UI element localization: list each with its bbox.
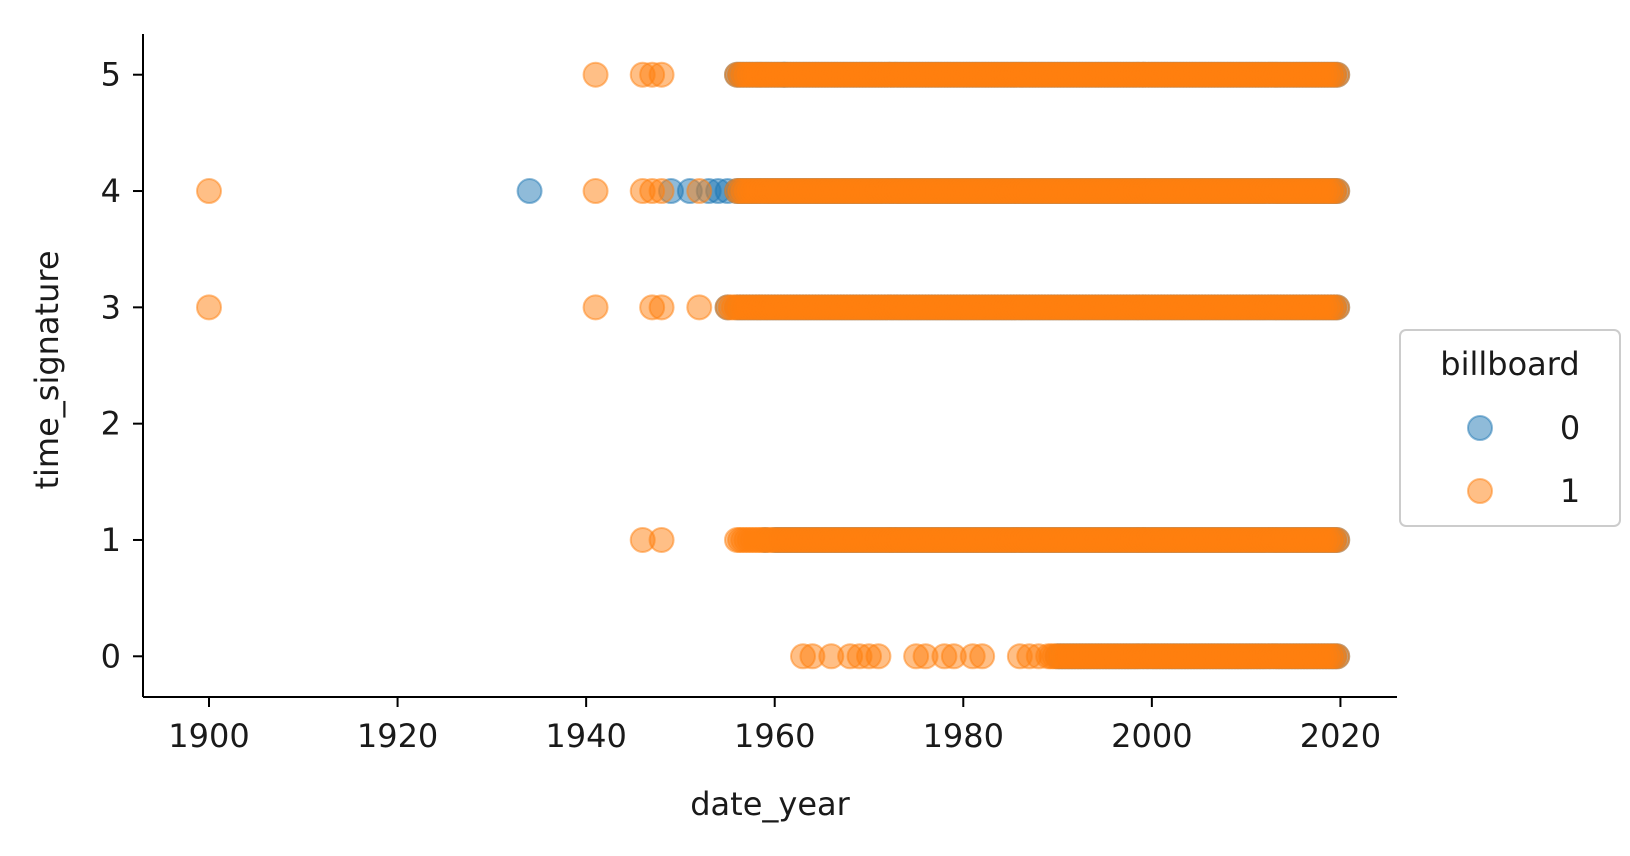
data-point: [648, 294, 675, 321]
x-tick-label: 1900: [168, 717, 249, 755]
legend-marker: [1467, 478, 1493, 504]
y-ticks: 0 1 2 3 4 5: [101, 56, 143, 675]
data-point: [969, 643, 996, 670]
legend-marker: [1467, 415, 1493, 441]
data-point: [582, 178, 609, 205]
data-point: [648, 526, 675, 553]
data-point: [1324, 643, 1351, 670]
data-point: [1324, 294, 1351, 321]
y-tick-label: 4: [101, 172, 121, 210]
axes: 1900 1920 1940 1960 1980 2000 2020 0 1 2 3 4 5 date…: [28, 34, 1397, 823]
data-point: [196, 178, 222, 205]
data-point: [648, 178, 675, 205]
data-point: [686, 294, 713, 321]
legend-title: billboard: [1440, 345, 1579, 383]
x-ticks: 1900 1920 1940 1960 1980 2000 2020: [168, 697, 1381, 755]
data-point: [686, 178, 713, 205]
legend-label: 0: [1560, 409, 1580, 447]
y-tick-label: 2: [101, 405, 121, 443]
data-marks: [196, 61, 1351, 670]
y-tick-label: 5: [101, 56, 121, 94]
legend-items: 01: [1467, 409, 1580, 510]
series-0-points: [516, 61, 1351, 670]
data-point: [1324, 178, 1351, 205]
x-tick-label: 1960: [734, 717, 815, 755]
y-axis-label: time_signature: [28, 250, 66, 489]
x-tick-label: 2020: [1300, 717, 1381, 755]
legend-label: 1: [1560, 472, 1580, 510]
data-point: [582, 61, 609, 88]
x-tick-label: 1980: [923, 717, 1004, 755]
y-tick-label: 3: [101, 288, 121, 326]
data-point: [1324, 61, 1351, 88]
y-tick-label: 0: [101, 637, 121, 675]
legend-frame: [1399, 329, 1621, 527]
data-point: [1025, 643, 1052, 670]
data-point: [865, 643, 892, 670]
data-point: [648, 61, 675, 88]
series-1-points: [196, 61, 1351, 670]
legend: billboard 01: [1399, 329, 1621, 527]
data-point: [1324, 526, 1351, 553]
x-tick-label: 1920: [357, 717, 438, 755]
data-point: [516, 178, 543, 205]
x-tick-label: 2000: [1111, 717, 1192, 755]
data-point: [582, 294, 609, 321]
x-axis-label: date_year: [690, 785, 850, 823]
data-point: [196, 294, 222, 321]
x-tick-label: 1940: [545, 717, 626, 755]
y-tick-label: 1: [101, 521, 121, 559]
